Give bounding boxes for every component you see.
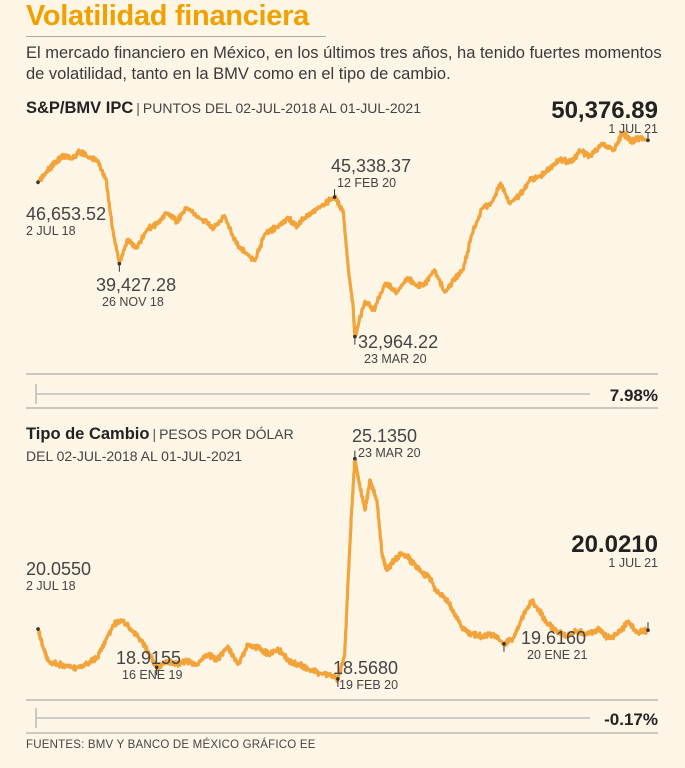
fx-annotation-5-marker bbox=[646, 628, 650, 632]
ipc-series-line bbox=[36, 130, 650, 339]
fx-annotation-0-date: 2 JUL 18 bbox=[26, 579, 76, 593]
ipc-annotation-3-marker bbox=[353, 334, 357, 339]
title-divider bbox=[26, 36, 326, 37]
ipc-annotation-4-marker bbox=[646, 138, 650, 143]
fx-change-value: -0.17% bbox=[604, 710, 658, 729]
ipc-chart-title: S&P/BMV IPC bbox=[26, 99, 134, 117]
page-subtitle: El mercado financiero en México, en los … bbox=[26, 44, 662, 83]
fx-annotation-1-marker bbox=[154, 665, 159, 670]
ipc-annotation-3-value: 32,964.22 bbox=[358, 332, 438, 352]
ipc-annotation-2-marker bbox=[332, 195, 337, 199]
fx-annotation-5-value: 20.0210 bbox=[571, 531, 658, 558]
ipc-annotation-0-marker bbox=[36, 180, 40, 185]
fx-annotation-3-value: 25.1350 bbox=[352, 426, 417, 446]
ipc-annotation-1-date: 26 NOV 18 bbox=[102, 295, 164, 309]
fx-annotation-3-date: 23 MAR 20 bbox=[358, 446, 421, 460]
fx-annotation-1-date: 16 ENE 19 bbox=[122, 668, 183, 682]
page-title: Volatilidad financiera bbox=[26, 0, 309, 32]
fx-annotation-4-marker bbox=[502, 641, 506, 646]
fx-annotation-3-marker bbox=[353, 456, 357, 461]
fx-chart-heading: Tipo de Cambio | PESOS POR DÓLAR bbox=[26, 425, 294, 443]
ipc-chart-heading: S&P/BMV IPC | PUNTOS DEL 02-JUL-2018 AL 01… bbox=[26, 99, 421, 117]
fx-chart-units: PESOS POR DÓLAR bbox=[159, 426, 294, 442]
ipc-change-value: 7.98% bbox=[610, 386, 658, 405]
fx-series-line bbox=[36, 457, 650, 684]
ipc-annotation-4-value: 50,376.89 bbox=[551, 97, 658, 124]
ipc-annotation-2-date: 12 FEB 20 bbox=[337, 176, 396, 190]
fx-annotation-1-value: 18.9155 bbox=[116, 648, 181, 668]
fx-annotation-5-date: 1 JUL 21 bbox=[608, 556, 658, 570]
fx-annotation-0-value: 20.0550 bbox=[26, 559, 91, 579]
fx-annotation-2-date: 19 FEB 20 bbox=[339, 678, 398, 692]
ipc-chart-units: PUNTOS DEL 02-JUL-2018 AL 01-JUL-2021 bbox=[142, 100, 421, 116]
fx-annotation-2-value: 18.5680 bbox=[333, 658, 398, 678]
fx-annotation-4-value: 19.6160 bbox=[521, 628, 586, 648]
fx-annotation-0-marker bbox=[36, 627, 40, 631]
fx-chart-period: DEL 02-JUL-2018 AL 01-JUL-2021 bbox=[26, 448, 243, 464]
fx-annotation-2-marker bbox=[336, 677, 340, 681]
source-note: FUENTES: BMV Y BANCO DE MÉXICO GRÁFICO E… bbox=[26, 739, 316, 751]
ipc-annotation-4-date: 1 JUL 21 bbox=[608, 122, 658, 136]
ipc-annotation-1-marker bbox=[117, 261, 122, 266]
fx-annotation-4-date: 20 ENE 21 bbox=[527, 648, 588, 662]
ipc-annotation-3-date: 23 MAR 20 bbox=[364, 352, 427, 366]
ipc-annotation-0-value: 46,653.52 bbox=[26, 204, 106, 224]
ipc-annotation-0-date: 2 JUL 18 bbox=[26, 224, 76, 238]
ipc-annotation-2-value: 45,338.37 bbox=[331, 156, 411, 176]
fx-chart-title: Tipo de Cambio bbox=[26, 425, 150, 443]
ipc-annotation-1-value: 39,427.28 bbox=[96, 275, 176, 295]
